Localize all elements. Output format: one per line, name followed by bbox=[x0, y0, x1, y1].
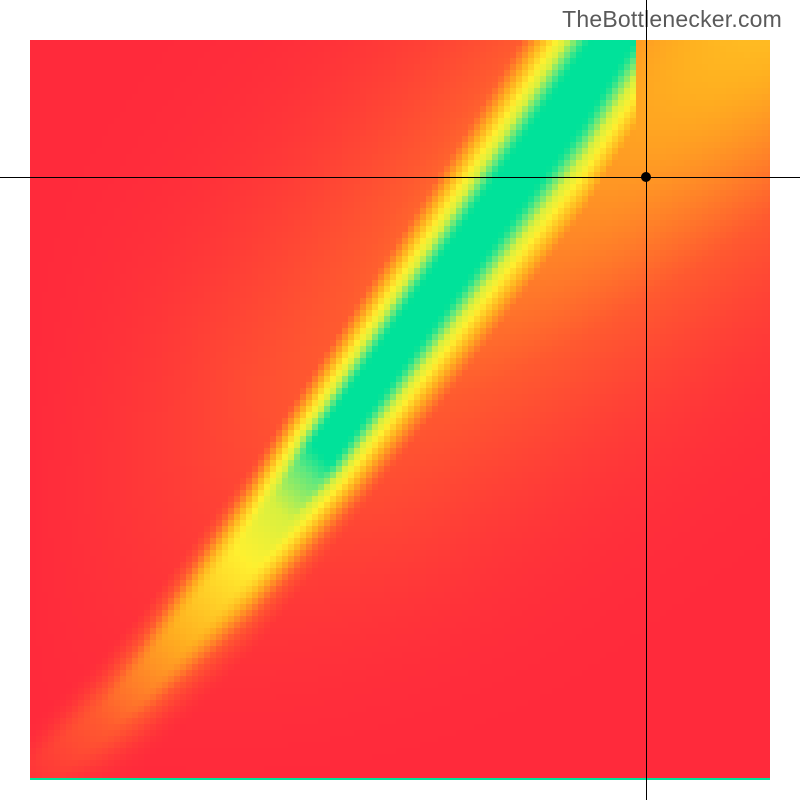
chart-container: TheBottlenecker.com bbox=[0, 0, 800, 800]
crosshair-marker bbox=[641, 172, 651, 182]
heatmap-canvas bbox=[30, 40, 770, 780]
watermark-text: TheBottlenecker.com bbox=[562, 6, 782, 33]
crosshair-h-line bbox=[0, 177, 800, 178]
plot-area bbox=[30, 40, 770, 780]
crosshair-v-line bbox=[646, 0, 647, 800]
